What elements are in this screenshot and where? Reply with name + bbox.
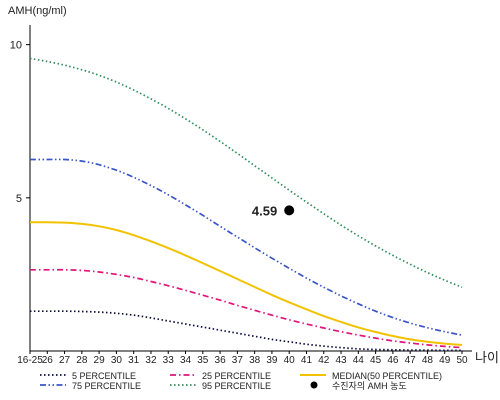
x-tick-label: 48 <box>422 355 434 366</box>
x-tick-label: 36 <box>215 355 227 366</box>
series-line-95-percentile <box>29 57 463 289</box>
x-tick-label: 44 <box>353 355 365 366</box>
series-line-median-50-percentile <box>30 221 463 346</box>
series-lines <box>29 57 463 352</box>
x-tick-label: 30 <box>111 355 123 366</box>
x-tick-label: 26 <box>42 355 54 366</box>
legend-point-marker <box>310 381 318 389</box>
x-tick-label: 41 <box>301 355 313 366</box>
x-tick-label: 38 <box>249 355 261 366</box>
y-ticks: 5 10 <box>10 40 30 205</box>
x-tick-label: 42 <box>318 355 330 366</box>
x-tick-label: 47 <box>405 355 417 366</box>
y-axis-label: AMH(ng/ml) <box>8 5 67 17</box>
x-tick-label: 33 <box>163 355 175 366</box>
x-tick-label: 29 <box>94 355 106 366</box>
x-tick-label: 46 <box>387 355 399 366</box>
patient-amh-point <box>284 205 295 216</box>
x-tick-label: 27 <box>59 355 71 366</box>
legend: 5 PERCENTILE 25 PERCENTILE MEDIAN(50 PERCE… <box>40 371 442 391</box>
x-tick-label: 37 <box>232 355 244 366</box>
legend-label-median-50-percentile: MEDIAN(50 PERCENTILE) <box>332 371 442 381</box>
series-line-25-percentile <box>30 268 463 349</box>
y-tick-label: 5 <box>16 193 22 205</box>
legend-label-75-percentile: 75 PERCENTILE <box>72 381 141 391</box>
x-tick-label: 43 <box>335 355 347 366</box>
x-tick-label: 49 <box>439 355 451 366</box>
x-tick-label: 39 <box>266 355 278 366</box>
y-tick-label: 10 <box>10 40 22 52</box>
x-tick-label: 32 <box>145 355 157 366</box>
x-tick-label: 34 <box>180 355 192 366</box>
patient-amh-value-label: 4.59 <box>252 203 277 218</box>
x-tick-label: 40 <box>284 355 296 366</box>
legend-point-label: 수진자의 AMH 농도 <box>332 381 407 391</box>
x-tick-label: 31 <box>128 355 140 366</box>
patient-point-group: 4.59 <box>252 203 295 218</box>
x-axis-label: 나이 <box>475 350 499 365</box>
legend-label-25-percentile: 25 PERCENTILE <box>202 371 271 381</box>
axes: AMH(ng/ml) 나이 <box>8 5 499 365</box>
series-line-75-percentile <box>29 158 463 336</box>
x-tick-label: 16-25 <box>17 355 43 366</box>
x-tick-label: 45 <box>370 355 382 366</box>
x-tick-label: 28 <box>76 355 88 366</box>
series-line-5-percentile <box>30 310 462 352</box>
legend-label-95-percentile: 95 PERCENTILE <box>202 381 271 391</box>
x-tick-label: 50 <box>456 355 468 366</box>
x-tick-label: 35 <box>197 355 209 366</box>
legend-label-5-percentile: 5 PERCENTILE <box>72 371 136 381</box>
